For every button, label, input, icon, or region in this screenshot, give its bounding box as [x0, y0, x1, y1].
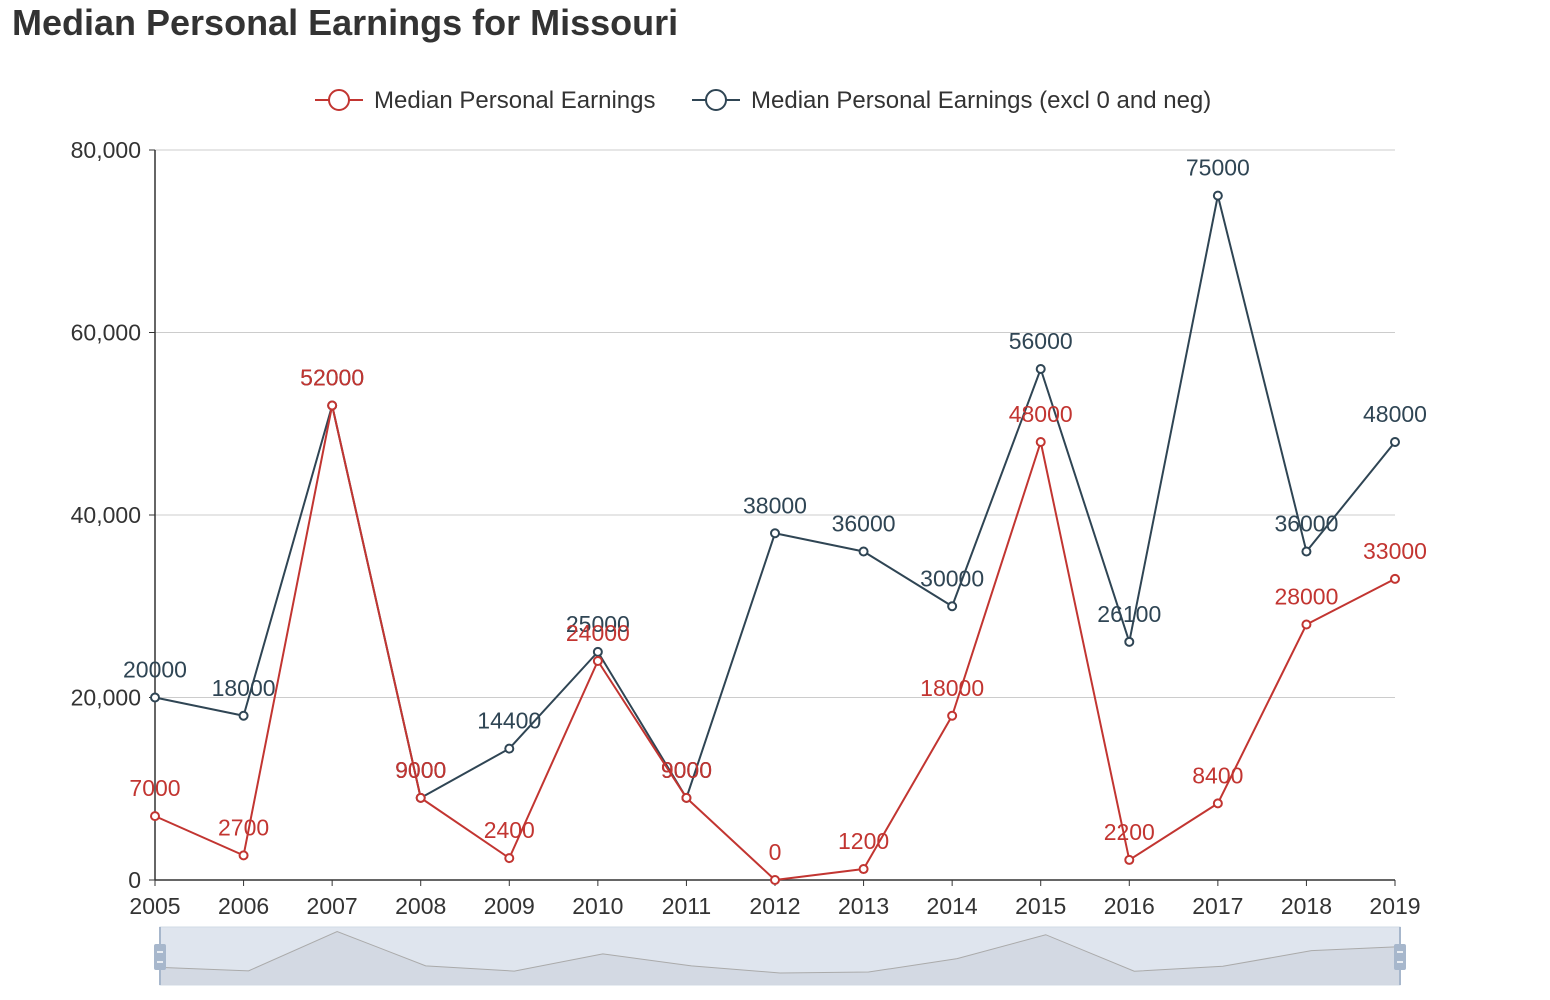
x-tick-label: 2010 [572, 893, 623, 919]
legend-item-1[interactable]: Median Personal Earnings [315, 87, 656, 114]
data-point[interactable] [1212, 798, 1223, 809]
data-point[interactable] [1212, 190, 1223, 201]
data-label: 9000 [395, 757, 446, 783]
data-label: 38000 [743, 492, 807, 518]
data-label: 2400 [484, 817, 535, 843]
data-label: 24000 [566, 620, 630, 646]
legend-label: Median Personal Earnings [374, 87, 656, 114]
legend: Median Personal Earnings Median Personal … [315, 87, 1211, 114]
grid-lines [155, 149, 1395, 698]
x-tick-label: 2012 [749, 893, 800, 919]
data-point[interactable] [327, 400, 338, 411]
zoom-handle-grip[interactable] [154, 944, 166, 970]
y-tick-label: 80,000 [71, 137, 141, 163]
x-tick-label: 2018 [1281, 893, 1332, 919]
data-label: 36000 [832, 511, 896, 537]
data-label: 52000 [300, 365, 364, 391]
data-label: 0 [769, 839, 782, 865]
x-tick-label: 2013 [838, 893, 889, 919]
data-label: 48000 [1009, 401, 1073, 427]
series-1: 7000 2700 52000 9000 2400 24000 9000 0 1200 18000… [129, 365, 1427, 885]
data-label: 48000 [1363, 401, 1427, 427]
data-point[interactable] [1035, 364, 1046, 374]
data-point[interactable] [150, 692, 160, 703]
data-point[interactable] [592, 646, 603, 657]
data-point[interactable] [1124, 854, 1135, 865]
data-label: 2700 [218, 814, 269, 840]
data-point[interactable] [1390, 437, 1400, 447]
data-label: 9000 [661, 757, 712, 783]
x-tick-label: 2014 [927, 893, 978, 919]
series-2: 20000 18000 52000 9000 14400 25000 9000 38000 36… [123, 155, 1427, 803]
data-label: 25000 [566, 611, 630, 637]
x-tick-label: 2019 [1369, 893, 1420, 919]
data-point[interactable] [1124, 636, 1135, 647]
x-tick-label: 2005 [129, 893, 180, 919]
data-label: 75000 [1186, 155, 1250, 181]
data-label: 26100 [1097, 601, 1161, 627]
data-zoom-slider[interactable] [154, 926, 1406, 986]
data-point[interactable] [1390, 573, 1400, 584]
data-point[interactable] [947, 601, 958, 612]
chart-title: Median Personal Earnings for Missouri [12, 2, 679, 43]
data-label: 20000 [123, 657, 187, 683]
data-label: 9000 [395, 757, 446, 783]
data-label: 8400 [1192, 762, 1243, 788]
data-label: 2200 [1104, 819, 1155, 845]
data-point[interactable] [858, 864, 869, 875]
data-label: 7000 [129, 775, 180, 801]
data-point[interactable] [1035, 437, 1046, 447]
data-point[interactable] [1301, 619, 1312, 630]
zoom-shadow-line [159, 930, 1401, 974]
data-point[interactable] [1301, 546, 1312, 557]
zoom-handle-grip[interactable] [1394, 944, 1406, 970]
data-label: 18000 [920, 675, 984, 701]
data-point[interactable] [504, 853, 515, 864]
data-label: 18000 [212, 675, 276, 701]
data-point[interactable] [238, 850, 249, 861]
data-point[interactable] [770, 875, 780, 885]
legend-item-2[interactable]: Median Personal Earnings (excl 0 and neg… [692, 87, 1211, 114]
data-point[interactable] [150, 811, 160, 822]
data-label: 28000 [1274, 584, 1338, 610]
data-point[interactable] [681, 792, 692, 803]
legend-label: Median Personal Earnings (excl 0 and neg… [751, 87, 1211, 114]
data-label: 14400 [477, 708, 541, 734]
y-tick-label: 0 [128, 867, 141, 893]
y-tick-label: 20,000 [71, 685, 141, 711]
x-tick-label: 2016 [1104, 893, 1155, 919]
data-label: 30000 [920, 565, 984, 591]
data-point[interactable] [238, 710, 249, 721]
data-point[interactable] [770, 528, 780, 539]
x-tick-label: 2008 [395, 893, 446, 919]
zoom-shadow-area [160, 931, 1400, 985]
x-tick-label: 2015 [1015, 893, 1066, 919]
x-tick-label: 2011 [662, 893, 711, 919]
data-point[interactable] [858, 546, 869, 557]
y-tick-label: 60,000 [71, 320, 141, 346]
x-tick-label: 2017 [1192, 893, 1243, 919]
zoom-handle-right[interactable] [1394, 927, 1406, 985]
data-point[interactable] [504, 743, 515, 754]
data-label: 52000 [300, 365, 364, 391]
data-point[interactable] [592, 656, 603, 666]
legend-marker-icon [705, 89, 727, 111]
data-point[interactable] [415, 792, 426, 803]
zoom-handle-left[interactable] [154, 927, 166, 985]
data-label: 1200 [838, 828, 889, 854]
x-tick-label: 2009 [484, 893, 535, 919]
y-tick-label: 40,000 [71, 502, 141, 528]
data-label: 33000 [1363, 538, 1427, 564]
data-label: 56000 [1009, 328, 1073, 354]
axes: 0 20,000 40,000 60,000 80,000 2005 2006 2007 200… [71, 137, 1421, 919]
series-line [154, 404, 1396, 881]
series-layer: 20000 18000 52000 9000 14400 25000 9000 38000 36… [123, 155, 1427, 885]
data-point[interactable] [947, 710, 958, 721]
legend-marker-icon [328, 89, 350, 111]
data-label: 36000 [1274, 511, 1338, 537]
x-tick-label: 2006 [218, 893, 269, 919]
x-tick-label: 2007 [307, 893, 358, 919]
